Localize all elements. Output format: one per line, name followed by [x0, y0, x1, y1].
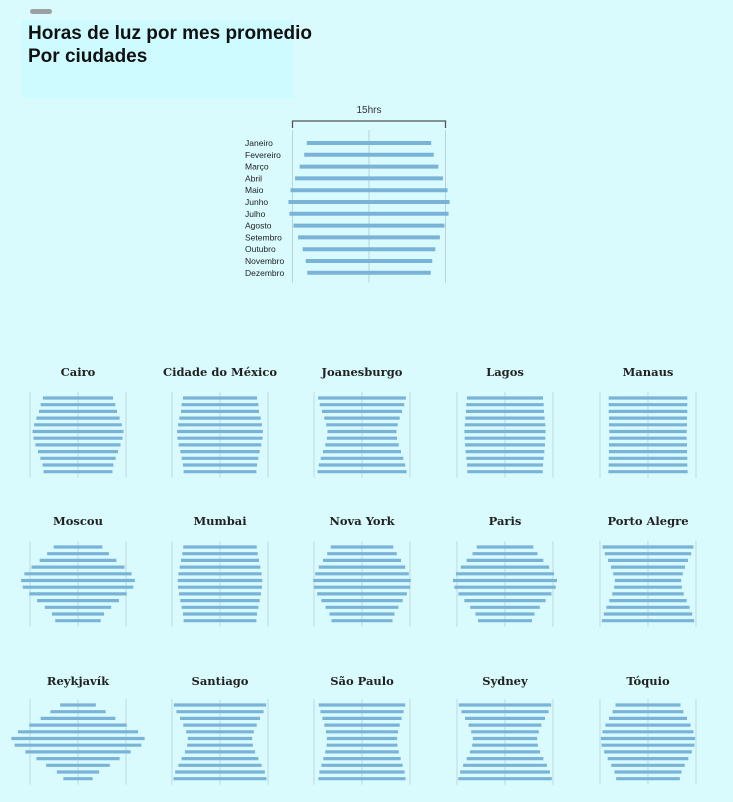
- page-title: Horas de luz por mes promedio: [28, 23, 312, 44]
- drag-handle[interactable]: [30, 9, 52, 14]
- city-label: São Paulo: [330, 674, 394, 688]
- city-label: Sydney: [482, 674, 528, 688]
- month-label: Outubro: [245, 244, 276, 254]
- city-label: Reykjavík: [47, 674, 110, 688]
- city-label: Cidade do México: [163, 365, 277, 379]
- month-label: Dezembro: [245, 268, 284, 278]
- city-label: Lagos: [486, 365, 524, 379]
- city-label: Mumbai: [193, 514, 247, 528]
- month-label: Novembro: [245, 256, 284, 266]
- month-label: Abril: [245, 173, 262, 183]
- month-label: Agosto: [245, 221, 272, 231]
- city-label: Moscou: [53, 514, 103, 528]
- month-label: Janeiro: [245, 138, 273, 148]
- scale-bracket: [291, 120, 447, 128]
- month-label: Setembro: [245, 232, 282, 242]
- city-label: Santiago: [192, 674, 249, 688]
- city-label: Nova York: [329, 514, 395, 528]
- month-label: Julho: [245, 209, 266, 219]
- city-label: Cairo: [61, 365, 96, 379]
- scale-label: 15hrs: [356, 105, 381, 116]
- city-label: Manaus: [623, 365, 674, 379]
- city-label: Paris: [489, 514, 522, 528]
- month-label: Maio: [245, 185, 264, 195]
- city-label: Tóquio: [626, 674, 670, 688]
- month-label: Fevereiro: [245, 150, 281, 160]
- month-label: Março: [245, 162, 269, 172]
- city-label: Porto Alegre: [607, 514, 688, 528]
- city-label: Joanesburgo: [321, 365, 403, 379]
- title-block: Horas de luz por mes promedio Por ciudad…: [22, 20, 312, 98]
- month-label: Junho: [245, 197, 268, 207]
- page-subtitle: Por ciudades: [28, 46, 148, 67]
